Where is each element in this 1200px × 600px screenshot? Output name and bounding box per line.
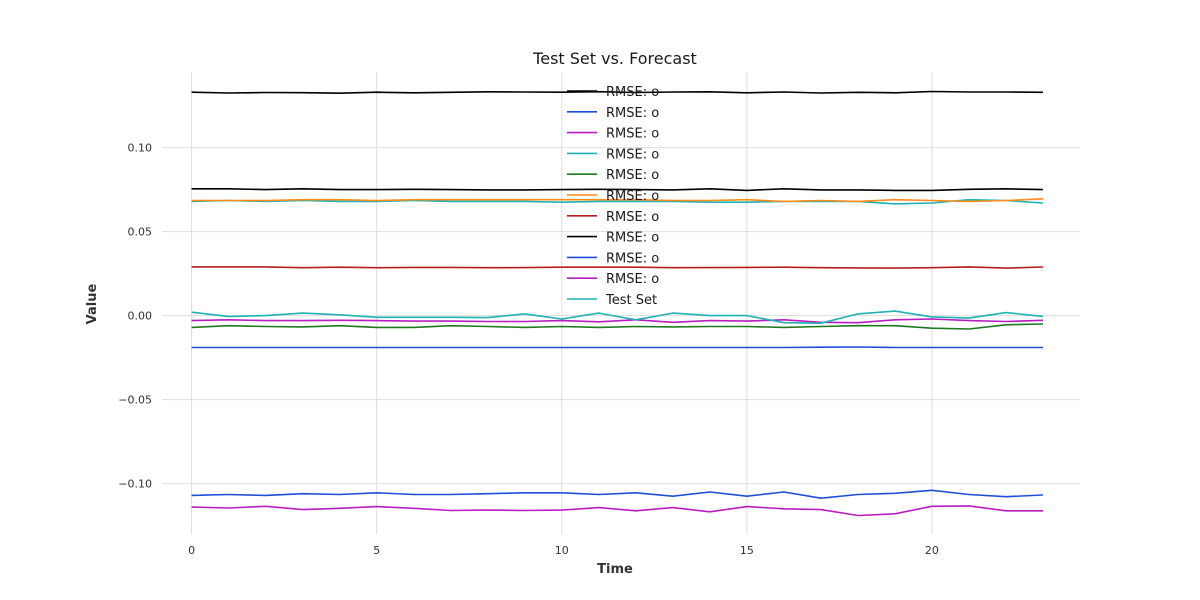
series-line-1 xyxy=(191,346,1043,349)
y-tick-label: −0.10 xyxy=(118,478,152,491)
x-tick-label: 5 xyxy=(373,544,380,557)
series-line-4 xyxy=(191,323,1044,330)
legend-entry-label: RMSE: o xyxy=(606,168,659,183)
legend-entry-label: RMSE: o xyxy=(606,106,659,121)
x-axis-label: Time xyxy=(597,562,633,577)
y-tick-label: 0.10 xyxy=(128,142,153,155)
y-axis-label: Value xyxy=(85,283,100,324)
legend-entry-label: RMSE: o xyxy=(606,231,659,246)
legend-entry-label: RMSE: o xyxy=(606,85,659,100)
series-line-0 xyxy=(191,90,1044,94)
x-tick-label: 15 xyxy=(740,544,754,557)
legend-entry-label: Test Set xyxy=(605,293,657,308)
grid xyxy=(162,72,1080,534)
x-tick-label: 0 xyxy=(188,544,195,557)
legend: RMSE: o RMSE: o RMSE: o RMSE: o RMSE: o RMSE:… xyxy=(567,85,659,308)
series-line-7 xyxy=(191,188,1044,192)
ticks: 0 5 10 15 20 −0.10 −0.05 0.00 0.05 0.10 xyxy=(118,142,939,557)
series-layer xyxy=(191,90,1044,517)
y-tick-label: 0.05 xyxy=(128,226,153,239)
legend-entry-label: RMSE: o xyxy=(606,251,659,266)
legend-entry-label: RMSE: o xyxy=(606,127,659,142)
series-line-10 xyxy=(191,310,1044,325)
legend-entry-label: RMSE: o xyxy=(606,210,659,225)
series-line-8 xyxy=(191,489,1044,500)
series-line-6 xyxy=(191,266,1044,269)
x-tick-label: 20 xyxy=(925,544,939,557)
legend-entry-label: RMSE: o xyxy=(606,189,659,204)
x-tick-label: 10 xyxy=(555,544,569,557)
legend-entry-label: RMSE: o xyxy=(606,272,659,287)
legend-entry-label: RMSE: o xyxy=(606,147,659,162)
series-line-9 xyxy=(191,318,1044,324)
y-tick-label: 0.00 xyxy=(128,310,153,323)
series-line-3 xyxy=(191,198,1044,205)
y-tick-label: −0.05 xyxy=(118,394,152,407)
series-line-2 xyxy=(191,505,1043,517)
chart-title: Test Set vs. Forecast xyxy=(532,49,697,68)
series-line-5 xyxy=(191,198,1044,203)
